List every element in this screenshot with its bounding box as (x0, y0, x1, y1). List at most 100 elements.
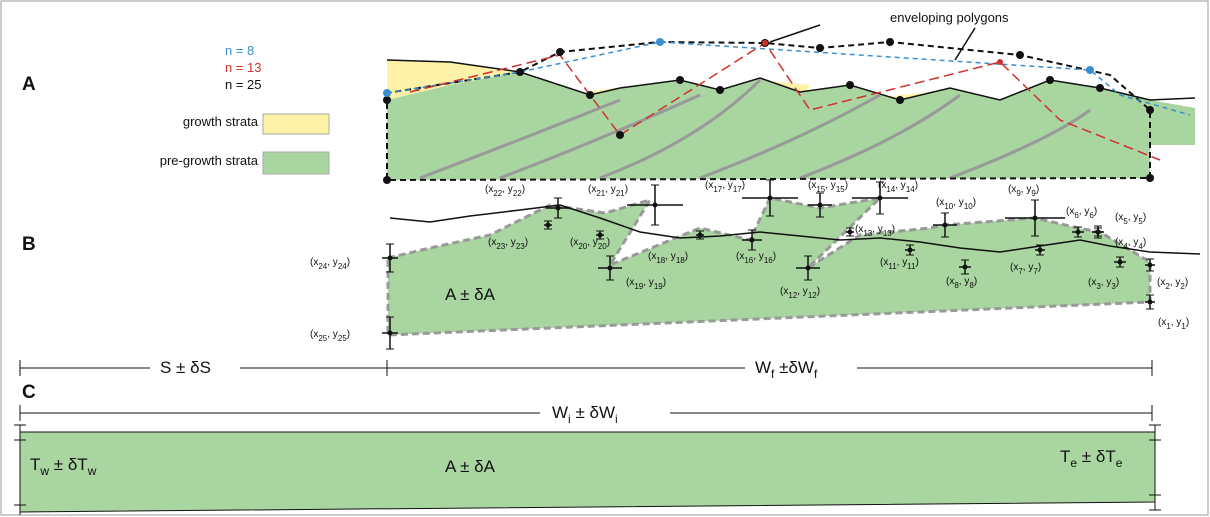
text-part: , y (1128, 237, 1139, 248)
text-part: (x (936, 197, 944, 208)
text-part: ) (892, 224, 895, 235)
arrow (770, 25, 820, 42)
text-part: (x (1066, 206, 1074, 217)
vertex (1148, 263, 1153, 268)
text-part: ) (663, 277, 666, 288)
text-part: , y (1101, 277, 1112, 288)
text-part: (x (1158, 317, 1166, 328)
vertex (698, 233, 703, 238)
subscript: w (39, 464, 49, 478)
text-part: ) (742, 180, 745, 191)
text-part: (x (588, 184, 596, 195)
text-part: , y (753, 251, 764, 262)
vertex (806, 266, 811, 271)
text-part: ) (525, 237, 528, 248)
text-part: (x (570, 237, 578, 248)
text-part: (x (705, 180, 713, 191)
vertex (1118, 260, 1123, 265)
text-part: T (1060, 447, 1070, 466)
subscript: e (1116, 456, 1123, 470)
text-part: , y (327, 257, 338, 268)
text-part: , y (665, 251, 676, 262)
text-part: , y (643, 277, 654, 288)
legend-label: pre-growth strata (160, 153, 259, 168)
text-part: , y (959, 276, 970, 287)
text-part: (x (1088, 277, 1096, 288)
panel-label: C (22, 382, 36, 403)
point-label: (x22, y22) (485, 184, 525, 198)
vertex (388, 331, 393, 336)
text-part: ) (773, 251, 776, 262)
vertex (1076, 230, 1081, 235)
text-part: ) (1143, 212, 1146, 223)
vertex (556, 206, 561, 211)
point-label: (x6, y6) (1066, 206, 1097, 220)
text-part: (x (808, 180, 816, 191)
text-part: (x (648, 251, 656, 262)
vertex (1033, 216, 1038, 221)
diagram: enveloping polygons A n = 8 n = 13 n = 2… (0, 0, 1210, 517)
text-part: (x (780, 286, 788, 297)
text-part: (x (485, 184, 493, 195)
text-part: (x (736, 251, 744, 262)
text-part: ) (1143, 237, 1146, 248)
text-part: ± δT (49, 455, 88, 474)
text-part: W (552, 403, 568, 422)
text-part: , y (1023, 262, 1034, 273)
text-part: ) (1036, 184, 1039, 195)
text-part: , y (825, 180, 836, 191)
text-part: ) (1185, 277, 1188, 288)
text-part: ) (625, 184, 628, 195)
legend-swatch (263, 152, 329, 174)
text-part: , y (722, 180, 733, 191)
text-part: ) (1116, 277, 1119, 288)
text-part: ) (916, 257, 919, 268)
area-c (20, 432, 1155, 512)
area-label: A ± δA (445, 457, 496, 476)
panel-label: A (22, 74, 36, 95)
vertex (768, 196, 773, 201)
subscript: w (87, 464, 97, 478)
vertex (383, 89, 391, 97)
text-part: ) (347, 257, 350, 268)
legend-n: n = 13 (225, 60, 262, 75)
text-part: , y (895, 180, 906, 191)
point-label: (x10, y10) (936, 197, 976, 211)
subscript: i (615, 412, 618, 426)
measure-label: S ± δS (160, 358, 211, 377)
text-part: ) (607, 237, 610, 248)
text-part: , y (505, 237, 516, 248)
vertex (653, 203, 658, 208)
text-part: , y (327, 329, 338, 340)
text-part: ) (1094, 206, 1097, 217)
text-part: (x (1008, 184, 1016, 195)
text-part: (x (855, 224, 863, 235)
vertex (943, 223, 948, 228)
text-part: , y (797, 286, 808, 297)
text-part: (x (878, 180, 886, 191)
text-part: , y (1171, 317, 1182, 328)
point-label: (x14, y14) (878, 180, 918, 194)
point-label: (x21, y21) (588, 184, 628, 198)
text-part: , y (605, 184, 616, 195)
text-part: W (755, 358, 771, 377)
vertex (818, 203, 823, 208)
text-part: , y (953, 197, 964, 208)
text-part: ) (817, 286, 820, 297)
vertex (762, 40, 768, 46)
text-part: (x (946, 276, 954, 287)
vertex (908, 248, 913, 253)
text-part: ) (974, 276, 977, 287)
legend-swatch (263, 114, 329, 134)
point-label: (x25, y25) (310, 329, 350, 343)
point-label: (x1, y1) (1158, 317, 1189, 331)
text-part: ) (347, 329, 350, 340)
point-label: (x15, y15) (808, 180, 848, 194)
legend-n: n = 25 (225, 77, 262, 92)
text-part: , y (502, 184, 513, 195)
text-part: ) (1038, 262, 1041, 273)
vertex (878, 196, 883, 201)
vertex (388, 256, 393, 261)
text-part: (x (1010, 262, 1018, 273)
vertex (1096, 230, 1101, 235)
